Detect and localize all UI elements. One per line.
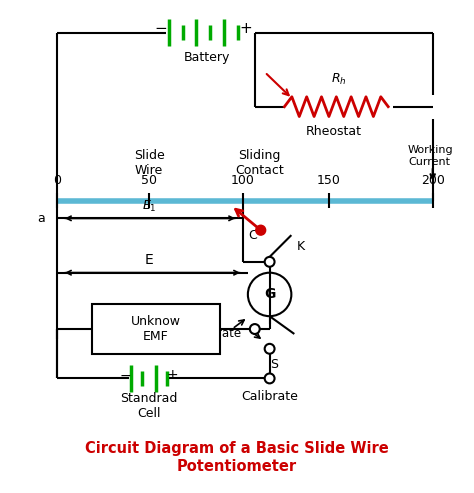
Text: +: + <box>167 368 179 383</box>
Text: G: G <box>264 287 275 301</box>
Circle shape <box>256 225 265 235</box>
Text: operate: operate <box>195 327 241 341</box>
Text: 0: 0 <box>53 175 61 187</box>
Text: S: S <box>271 358 279 371</box>
Text: Sliding
Contact: Sliding Contact <box>236 149 284 177</box>
Text: +: + <box>239 21 252 36</box>
Text: Rheostat: Rheostat <box>306 125 362 138</box>
Text: $E_1$: $E_1$ <box>142 199 156 214</box>
Text: 100: 100 <box>231 175 255 187</box>
Text: 50: 50 <box>141 175 157 187</box>
Text: Standrad
Cell: Standrad Cell <box>120 392 178 420</box>
Circle shape <box>264 374 274 384</box>
Circle shape <box>250 324 260 334</box>
Text: Working
Current: Working Current <box>408 145 454 167</box>
Text: 200: 200 <box>421 175 445 187</box>
Text: −: − <box>155 21 167 36</box>
Text: C: C <box>248 229 257 242</box>
Text: Battery: Battery <box>184 51 230 64</box>
Text: Slide
Wire: Slide Wire <box>134 149 164 177</box>
Text: Circuit Diagram of a Basic Slide Wire
Potentiometer: Circuit Diagram of a Basic Slide Wire Po… <box>85 441 389 474</box>
Text: E: E <box>145 253 154 267</box>
Text: Unknow
EMF: Unknow EMF <box>131 315 181 343</box>
Text: a: a <box>37 212 46 225</box>
Text: K: K <box>297 241 305 253</box>
Text: 150: 150 <box>317 175 341 187</box>
Text: −: − <box>119 368 131 383</box>
Text: $R_h$: $R_h$ <box>331 71 346 87</box>
Text: Calibrate: Calibrate <box>241 390 298 403</box>
FancyBboxPatch shape <box>92 304 220 354</box>
